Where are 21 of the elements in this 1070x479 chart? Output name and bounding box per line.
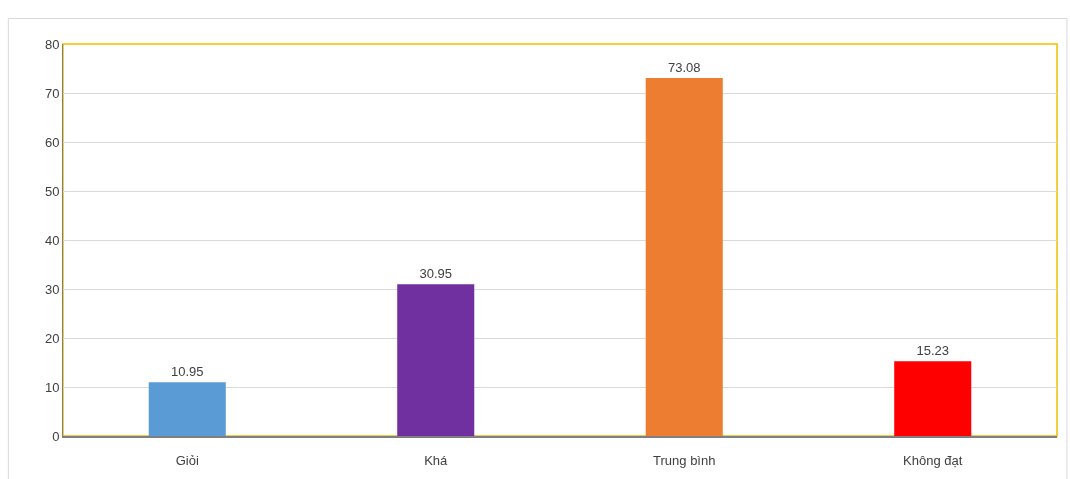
bar <box>894 361 972 436</box>
data-label: 30.95 <box>419 266 453 282</box>
x-tick-label: Giỏi <box>175 453 199 469</box>
x-tick-label: Không đạt <box>903 453 963 469</box>
data-label: 10.95 <box>170 364 204 380</box>
x-tick-label: Khá <box>424 453 449 469</box>
y-tick-label: 10 <box>44 379 60 395</box>
data-label: 73.08 <box>667 59 701 75</box>
y-tick-label: 70 <box>44 85 60 101</box>
bar <box>645 77 723 436</box>
y-tick-label: 50 <box>44 183 60 199</box>
x-tick-label: Trung bình <box>653 453 716 469</box>
y-tick-label: 60 <box>44 134 60 150</box>
y-tick-label: 40 <box>44 232 60 248</box>
bar <box>397 284 475 436</box>
data-label: 15.23 <box>916 343 950 359</box>
y-tick-label: 20 <box>44 330 60 346</box>
bar <box>148 382 226 436</box>
y-tick-label: 0 <box>52 428 60 444</box>
y-tick-label: 80 <box>44 36 60 52</box>
y-tick-label: 30 <box>44 281 60 297</box>
